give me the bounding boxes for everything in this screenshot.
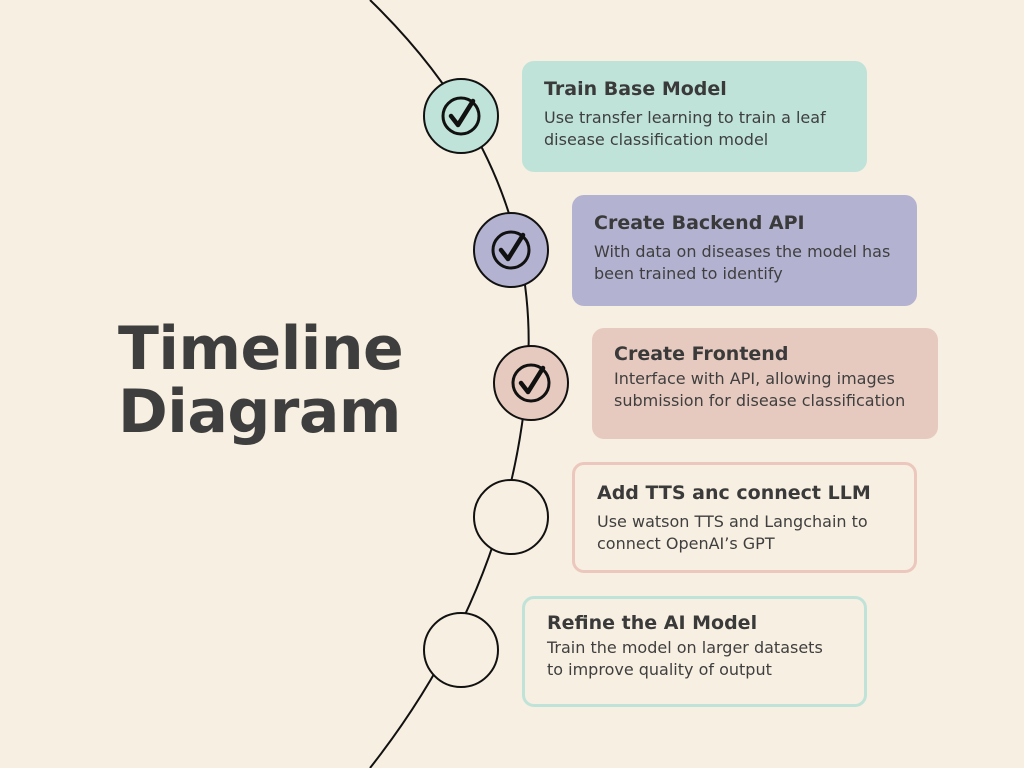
step-2-description: With data on diseases the model has been… [594, 242, 891, 283]
step-3-title: Create Frontend [614, 343, 789, 365]
step-5-title: Refine the AI Model [547, 612, 758, 634]
step-4-description: Use watson TTS and Langchain to connect … [597, 512, 868, 553]
step-1-card: Train Base Model Use transfer learning t… [522, 61, 867, 172]
check-icon [491, 230, 531, 270]
step-1-node [423, 78, 499, 154]
title-line-2: Diagram [118, 377, 401, 447]
step-2-title: Create Backend API [594, 212, 805, 234]
page-title: Timeline Diagram [118, 318, 438, 444]
step-3-description: Interface with API, allowing images subm… [614, 369, 906, 410]
check-icon [511, 363, 551, 403]
check-icon [441, 96, 481, 136]
step-4-title: Add TTS anc connect LLM [597, 482, 871, 504]
step-4-node [473, 479, 549, 555]
step-4-card: Add TTS anc connect LLM Use watson TTS a… [572, 462, 917, 573]
step-2-node [473, 212, 549, 288]
step-5-card: Refine the AI Model Train the model on l… [522, 596, 867, 707]
title-line-1: Timeline [118, 314, 404, 384]
step-3-card: Create Frontend Interface with API, allo… [592, 328, 938, 439]
step-1-title: Train Base Model [544, 78, 727, 100]
step-1-description: Use transfer learning to train a leaf di… [544, 108, 826, 149]
step-5-description: Train the model on larger datasets to im… [547, 638, 823, 679]
step-3-node [493, 345, 569, 421]
step-2-card: Create Backend API With data on diseases… [572, 195, 917, 306]
step-5-node [423, 612, 499, 688]
